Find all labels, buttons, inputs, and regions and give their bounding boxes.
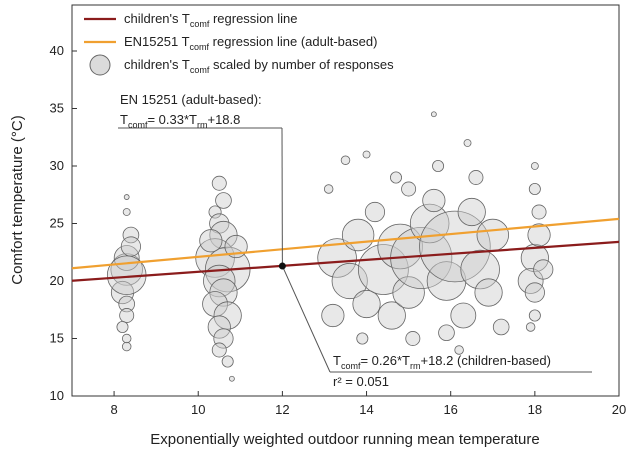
legend-label: children's Tcomf regression line [124, 11, 298, 29]
text-part: T [120, 112, 128, 127]
legend-swatch [90, 55, 110, 75]
point-marker [279, 263, 286, 270]
bubble [439, 325, 455, 341]
bubble [212, 176, 226, 190]
bubble [200, 230, 222, 252]
bubble [124, 195, 129, 200]
text-part: +18.8 [207, 112, 240, 127]
bubble [365, 202, 384, 221]
legend-label: EN15251 Tcomf regression line (adult-bas… [124, 34, 377, 52]
bubble [525, 283, 544, 302]
bubble [402, 182, 416, 196]
bubble [529, 310, 540, 321]
bubble [431, 112, 436, 117]
bubble [341, 156, 350, 165]
bubble [451, 303, 476, 328]
legend-label: children's Tcomf scaled by number of res… [124, 57, 394, 75]
bubble [216, 193, 232, 209]
bubble [324, 185, 333, 194]
text-part: T [333, 353, 341, 368]
text-part: regression line [209, 11, 297, 26]
bubble [342, 219, 374, 251]
bubble [353, 290, 380, 317]
bubble [464, 139, 471, 146]
x-tick-label: 10 [191, 402, 205, 417]
bubble [363, 151, 370, 158]
text-part: scaled by number of responses [209, 57, 394, 72]
text-part: comf [190, 42, 210, 52]
bubble [531, 162, 538, 169]
bubble [117, 321, 128, 332]
y-tick-label: 10 [50, 388, 64, 403]
bubble [432, 160, 443, 171]
bubble [477, 219, 509, 251]
bubble [222, 356, 233, 367]
x-tick-label: 12 [275, 402, 289, 417]
text-part: +18.2 (children-based) [420, 353, 550, 368]
y-tick-label: 35 [50, 101, 64, 116]
annotation: Tcomf= 0.33*Trm+18.8 [120, 112, 240, 130]
x-tick-label: 20 [612, 402, 626, 417]
text-part: comf [190, 19, 210, 29]
text-part: children's T [124, 57, 190, 72]
bubble [475, 279, 502, 306]
bubble [526, 323, 535, 332]
text-part: r² = 0.051 [333, 374, 389, 389]
x-tick-label: 8 [110, 402, 117, 417]
bubble [121, 237, 140, 256]
bubble [357, 333, 368, 344]
text-part: EN 15251 (adult-based): [120, 92, 262, 107]
annotation: r² = 0.051 [333, 374, 389, 389]
bubble [423, 189, 445, 211]
x-tick-label: 14 [359, 402, 373, 417]
bubble [534, 260, 553, 279]
bubble [493, 319, 509, 335]
text-part: rm [410, 361, 421, 371]
bubble [390, 172, 401, 183]
text-part: rm [197, 120, 208, 130]
text-part: = 0.26*T [360, 353, 410, 368]
x-tick-label: 16 [443, 402, 457, 417]
bubble [120, 308, 134, 322]
text-part: children's T [124, 11, 190, 26]
x-axis-label: Exponentially weighted outdoor running m… [150, 431, 539, 448]
bubble [529, 183, 540, 194]
y-tick-label: 25 [50, 216, 64, 231]
bubble [122, 342, 131, 351]
text-part: EN15251 T [124, 34, 190, 49]
y-tick-label: 30 [50, 158, 64, 173]
y-tick-label: 20 [50, 273, 64, 288]
bubble [532, 205, 546, 219]
x-tick-label: 18 [528, 402, 542, 417]
bubble [122, 334, 131, 343]
text-part: comf [341, 361, 361, 371]
text-part: = 0.33*T [147, 112, 197, 127]
bubble [406, 331, 420, 345]
bubble [212, 343, 226, 357]
annotation: EN 15251 (adult-based): [120, 92, 262, 107]
y-tick-label: 40 [50, 43, 64, 58]
bubble [229, 376, 234, 381]
text-part: comf [128, 120, 148, 130]
bubble [458, 198, 485, 225]
text-part: regression line (adult-based) [209, 34, 377, 49]
bubble [469, 170, 483, 184]
annotation: Tcomf= 0.26*Trm+18.2 (children-based) [333, 353, 551, 371]
bubble [123, 208, 130, 215]
y-axis-label: Comfort temperature (°C) [9, 115, 26, 284]
bubble [322, 304, 344, 326]
y-tick-label: 15 [50, 331, 64, 346]
text-part: comf [190, 65, 210, 75]
